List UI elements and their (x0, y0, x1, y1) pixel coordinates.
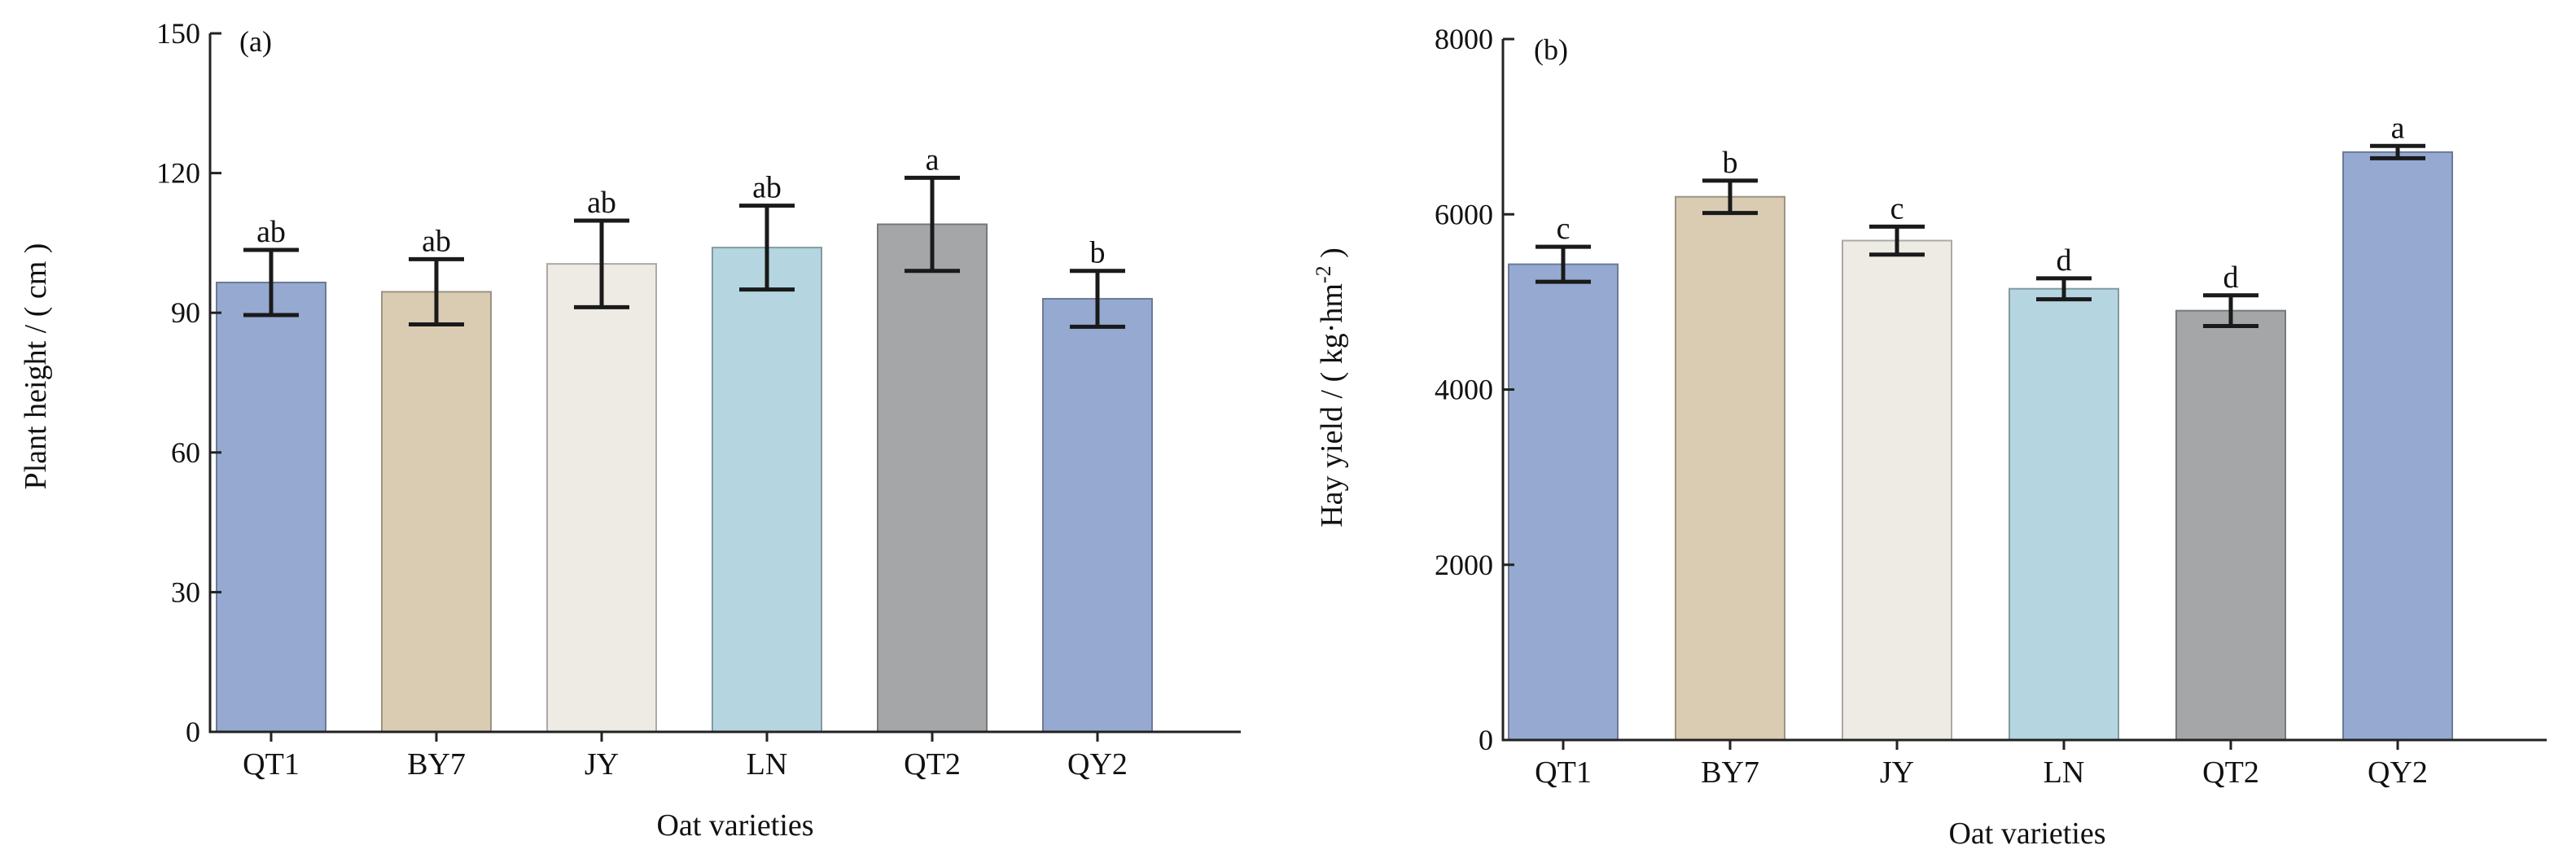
error-bar-ln (2036, 276, 2092, 302)
bar-by7 (1675, 195, 1785, 742)
x-tick-label-qt2: QT2 (904, 747, 961, 782)
significance-label-qt1: c (1557, 212, 1571, 246)
significance-label-by7: ab (422, 224, 451, 258)
significance-label-qt2: d (2223, 261, 2239, 295)
error-bar-ln (739, 204, 795, 292)
x-ticks-b: QT1 BY7 JY LN QT2 QY2 (1535, 740, 2428, 790)
error-bar-by7 (1702, 178, 1758, 216)
x-tick-label-ln: LN (747, 747, 788, 782)
x-tick-label-jy: JY (585, 747, 619, 782)
y-tick-label-30: 30 (171, 576, 200, 608)
x-tick-label-by7: BY7 (407, 747, 466, 782)
y-tick-label-2000: 2000 (1435, 549, 1493, 581)
chart-panel-b: c b c d d a 0 2000 4000 6000 8000 QT1 BY7 JY LN QT2 QY… (1312, 23, 2547, 851)
significance-label-qy2: a (2391, 111, 2405, 145)
panel-label-a: (a) (239, 25, 272, 58)
y-axis-title-a: Plant height / ( cm ) (19, 243, 53, 490)
error-bar-qt2 (905, 175, 960, 274)
significance-label-ln: d (2057, 243, 2072, 278)
y-tick-label-150: 150 (156, 17, 200, 50)
significance-label-by7: b (1723, 146, 1738, 180)
error-bar-jy (1869, 224, 1925, 257)
y-tick-label-120: 120 (156, 157, 200, 190)
bar-qt1 (1508, 263, 1619, 741)
y-axis-title-b-end: ) (1315, 247, 1349, 265)
bar-qt2 (877, 223, 988, 733)
error-bars-b (1536, 143, 2425, 328)
x-tick-label-qt1: QT1 (1535, 755, 1592, 790)
error-bars-a (243, 175, 1125, 329)
y-ticks-a: 0 30 60 90 120 150 (156, 17, 221, 748)
x-tick-label-qt2: QT2 (2202, 755, 2259, 790)
bar-ln (2009, 287, 2119, 741)
bar-ln (712, 247, 822, 733)
bar-by7 (381, 291, 492, 733)
significance-label-qt1: ab (256, 215, 286, 249)
y-axis-title-b-main: Hay yield / ( kg·hm (1315, 283, 1349, 528)
bar-jy (1842, 239, 1952, 742)
x-ticks-a: QT1 BY7 JY LN QT2 QY2 (243, 732, 1128, 782)
bar-marks-b (1508, 151, 2453, 742)
x-axis-title-b: Oat varieties (1948, 817, 2105, 851)
y-tick-label-90: 90 (171, 296, 200, 329)
bar-qy2 (1042, 298, 1153, 733)
x-tick-label-qt1: QT1 (243, 747, 300, 782)
y-tick-label-0: 0 (1479, 724, 1493, 756)
error-bar-qt1 (1536, 244, 1591, 284)
bar-marks-a (216, 223, 1153, 733)
significance-labels-b: c b c d d a (1557, 111, 2405, 295)
y-axis-title-b: Hay yield / ( kg·hm-2 ) (1312, 247, 1349, 528)
bar-jy (546, 263, 657, 733)
x-tick-label-ln: LN (2044, 755, 2085, 790)
y-tick-label-6000: 6000 (1435, 198, 1493, 230)
y-axis-title-b-sup: -2 (1312, 265, 1335, 283)
x-axis-title-a: Oat varieties (656, 808, 813, 843)
significance-label-jy: ab (587, 186, 616, 220)
error-bar-jy (574, 218, 629, 309)
y-ticks-b: 0 2000 4000 6000 8000 (1435, 23, 1514, 756)
x-tick-label-qy2: QY2 (2368, 755, 2428, 790)
significance-label-jy: c (1890, 191, 1904, 226)
significance-label-ln: ab (752, 171, 782, 205)
bar-qt2 (2175, 309, 2286, 741)
x-tick-label-jy: JY (1880, 755, 1914, 790)
y-tick-label-0: 0 (186, 716, 200, 748)
error-bar-qt2 (2203, 293, 2258, 328)
y-tick-label-4000: 4000 (1435, 374, 1493, 406)
error-bar-qy2 (2370, 143, 2425, 160)
bar-qt1 (216, 282, 326, 733)
error-bar-qy2 (1070, 269, 1125, 329)
error-bar-by7 (409, 256, 464, 326)
bar-qy2 (2342, 151, 2453, 741)
error-bar-qt1 (243, 247, 299, 317)
y-tick-label-60: 60 (171, 436, 200, 469)
x-tick-label-qy2: QY2 (1067, 747, 1128, 782)
significance-label-qy2: b (1090, 236, 1106, 270)
significance-label-qt2: a (926, 142, 940, 177)
x-tick-label-by7: BY7 (1701, 755, 1759, 790)
panel-label-b: (b) (1534, 33, 1568, 66)
y-tick-label-8000: 8000 (1435, 23, 1493, 55)
